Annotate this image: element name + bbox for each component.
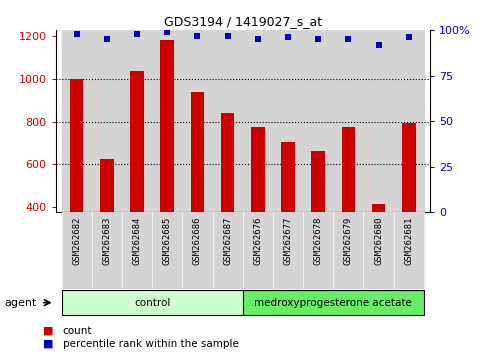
Text: control: control xyxy=(134,298,170,308)
Text: GSM262678: GSM262678 xyxy=(313,216,323,264)
Bar xyxy=(183,30,213,212)
Bar xyxy=(402,123,415,292)
Bar xyxy=(213,212,243,289)
Bar xyxy=(243,30,273,212)
Text: GSM262686: GSM262686 xyxy=(193,216,202,264)
Bar xyxy=(152,212,183,289)
Bar xyxy=(273,212,303,289)
Bar xyxy=(243,212,273,289)
Text: ■: ■ xyxy=(43,339,54,349)
Title: GDS3194 / 1419027_s_at: GDS3194 / 1419027_s_at xyxy=(164,15,322,28)
Text: GSM262679: GSM262679 xyxy=(344,216,353,264)
Point xyxy=(375,42,383,47)
Point xyxy=(254,36,262,42)
Text: GSM262681: GSM262681 xyxy=(404,216,413,264)
Text: GSM262680: GSM262680 xyxy=(374,216,383,264)
Point xyxy=(73,31,81,36)
Point xyxy=(284,35,292,40)
Point xyxy=(194,33,201,38)
Bar xyxy=(364,212,394,289)
Bar xyxy=(183,212,213,289)
Text: GSM262685: GSM262685 xyxy=(163,216,172,264)
Bar xyxy=(364,30,394,212)
Bar xyxy=(303,30,333,212)
Text: GSM262677: GSM262677 xyxy=(284,216,293,264)
FancyBboxPatch shape xyxy=(243,290,424,315)
Bar xyxy=(251,127,265,292)
Bar xyxy=(312,150,325,292)
Text: agent: agent xyxy=(5,298,37,308)
Text: medroxyprogesterone acetate: medroxyprogesterone acetate xyxy=(255,298,412,308)
Bar xyxy=(92,30,122,212)
Text: ■: ■ xyxy=(43,326,54,336)
Bar xyxy=(394,30,424,212)
Bar xyxy=(152,30,183,212)
Bar xyxy=(221,113,234,292)
Bar xyxy=(372,204,385,292)
Point xyxy=(344,36,352,42)
Bar xyxy=(62,30,92,212)
Text: percentile rank within the sample: percentile rank within the sample xyxy=(63,339,239,349)
Point xyxy=(163,29,171,35)
Text: count: count xyxy=(63,326,92,336)
Bar xyxy=(273,30,303,212)
Bar xyxy=(92,212,122,289)
Point xyxy=(405,35,412,40)
Bar xyxy=(130,70,144,292)
Bar xyxy=(333,30,364,212)
Text: GSM262676: GSM262676 xyxy=(253,216,262,264)
Text: GSM262683: GSM262683 xyxy=(102,216,112,264)
Bar xyxy=(100,159,114,292)
Bar xyxy=(213,30,243,212)
Bar xyxy=(333,212,364,289)
Point xyxy=(314,36,322,42)
Text: GSM262682: GSM262682 xyxy=(72,216,81,264)
Bar xyxy=(341,127,355,292)
Bar xyxy=(303,212,333,289)
Text: GSM262687: GSM262687 xyxy=(223,216,232,264)
Bar xyxy=(160,40,174,292)
Point xyxy=(103,36,111,42)
Bar xyxy=(191,92,204,292)
Point xyxy=(133,31,141,36)
Bar xyxy=(281,142,295,292)
Point xyxy=(224,33,231,38)
Text: GSM262684: GSM262684 xyxy=(132,216,142,264)
Bar xyxy=(394,212,424,289)
Bar xyxy=(62,212,92,289)
Bar xyxy=(70,79,84,292)
FancyBboxPatch shape xyxy=(62,290,243,315)
Bar xyxy=(122,212,152,289)
Bar xyxy=(122,30,152,212)
